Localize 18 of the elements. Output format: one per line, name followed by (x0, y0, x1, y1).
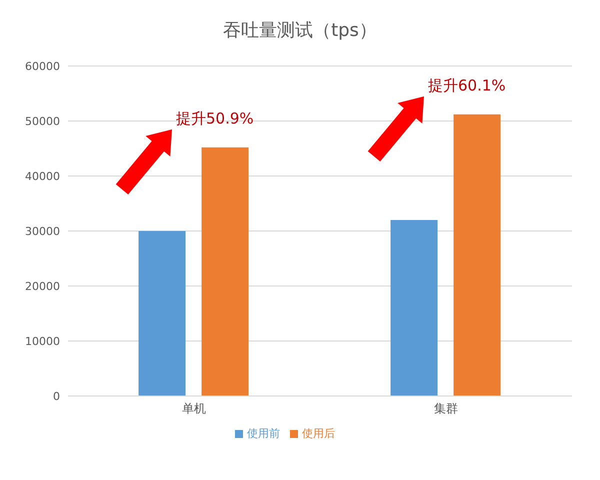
x-tick-label: 单机 (182, 402, 206, 416)
y-tick-label: 40000 (25, 170, 60, 183)
y-tick-label: 0 (53, 390, 60, 403)
legend-label: 使用后 (302, 427, 335, 440)
y-tick-label: 20000 (25, 280, 60, 293)
annotation: 提升60.1% (428, 76, 506, 94)
bar (202, 147, 249, 396)
y-tick-label: 10000 (25, 334, 60, 348)
bar (454, 114, 501, 396)
x-tick-label: 集群 (434, 402, 458, 416)
y-tick-label: 50000 (25, 114, 60, 128)
y-tick-label: 30000 (25, 224, 60, 238)
bar (390, 220, 438, 396)
chart-title: 吞吐量测试（tps） (222, 19, 378, 43)
bar (138, 231, 186, 396)
y-tick-label: 60000 (25, 60, 60, 73)
legend-label: 使用前 (247, 427, 280, 440)
annotation: 提升50.9% (176, 109, 254, 128)
